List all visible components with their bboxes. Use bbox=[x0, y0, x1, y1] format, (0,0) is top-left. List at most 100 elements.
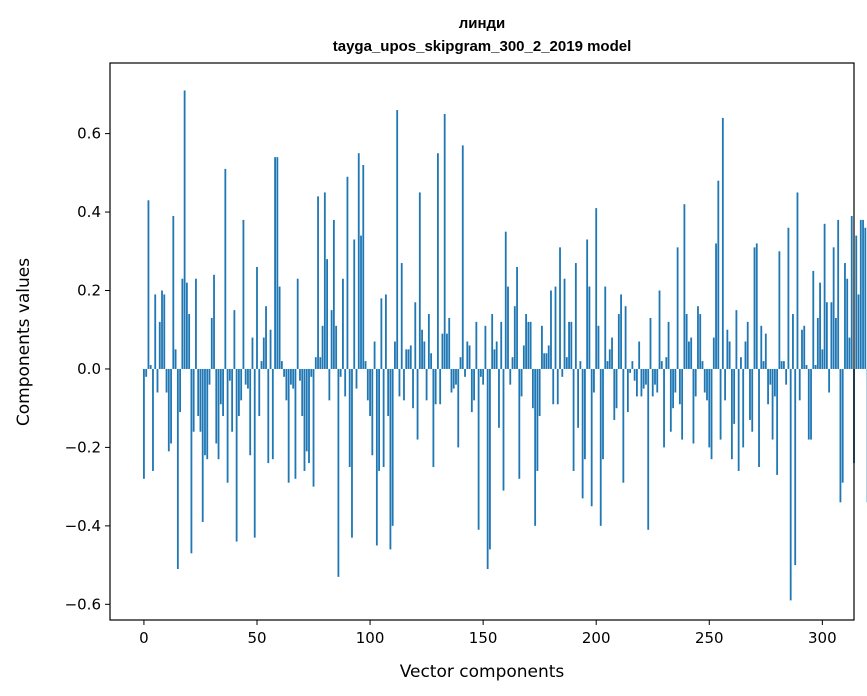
bar-65 bbox=[290, 368, 292, 385]
bar-21 bbox=[190, 368, 193, 554]
bar-317 bbox=[859, 219, 862, 369]
bar-84 bbox=[332, 219, 335, 369]
bar-73 bbox=[308, 368, 310, 464]
bar-274 bbox=[762, 361, 765, 369]
bar-69 bbox=[299, 368, 301, 381]
bar-284 bbox=[785, 368, 788, 385]
bar-110 bbox=[391, 368, 394, 526]
bar-228 bbox=[658, 290, 661, 369]
bar-315 bbox=[855, 235, 858, 369]
bar-189 bbox=[570, 321, 573, 369]
bar-112 bbox=[396, 110, 399, 369]
bar-72 bbox=[305, 368, 308, 452]
bar-248 bbox=[703, 368, 706, 393]
y-axis-ticks: −0.6 −0.4 −0.2 0.0 0.2 0.4 0.6 bbox=[65, 125, 110, 613]
bar-277 bbox=[769, 368, 772, 385]
bar-164 bbox=[513, 306, 516, 369]
bar-109 bbox=[389, 368, 392, 550]
bar-5 bbox=[154, 294, 157, 369]
bar-171 bbox=[529, 321, 532, 369]
bar-196 bbox=[586, 239, 589, 369]
bar-105 bbox=[380, 298, 383, 369]
bar-285 bbox=[787, 227, 790, 369]
bar-246 bbox=[699, 314, 702, 369]
bar-8 bbox=[161, 290, 163, 369]
x-tick-label: 150 bbox=[469, 629, 498, 647]
bar-179 bbox=[547, 345, 550, 369]
bar-255 bbox=[719, 368, 722, 440]
bar-201 bbox=[597, 325, 600, 369]
bar-316 bbox=[857, 294, 860, 369]
bar-11 bbox=[167, 368, 170, 452]
bar-289 bbox=[796, 192, 799, 369]
bar-198 bbox=[590, 368, 593, 507]
bar-258 bbox=[726, 329, 729, 369]
bar-223 bbox=[647, 368, 650, 530]
bar-118 bbox=[409, 345, 412, 369]
bar-63 bbox=[285, 368, 288, 401]
bar-59 bbox=[276, 157, 279, 369]
bar-86 bbox=[337, 368, 340, 577]
bar-173 bbox=[534, 368, 537, 526]
bar-97 bbox=[362, 164, 365, 369]
bar-125 bbox=[425, 368, 428, 401]
bar-311 bbox=[846, 278, 849, 369]
bar-203 bbox=[602, 368, 604, 460]
bar-177 bbox=[543, 353, 546, 369]
bar-271 bbox=[755, 243, 758, 369]
bar-275 bbox=[764, 333, 767, 369]
bar-180 bbox=[550, 290, 552, 369]
bar-224 bbox=[649, 317, 652, 369]
y-axis-label: Components values bbox=[14, 258, 34, 426]
bar-138 bbox=[455, 368, 457, 385]
x-tick-label: 0 bbox=[139, 629, 149, 647]
bar-306 bbox=[835, 317, 837, 369]
bar-239 bbox=[683, 204, 686, 369]
bar-154 bbox=[491, 314, 494, 369]
bar-62 bbox=[283, 368, 286, 377]
bar-174 bbox=[536, 368, 539, 471]
bar-241 bbox=[688, 341, 690, 369]
bar-252 bbox=[712, 337, 715, 369]
bar-187 bbox=[565, 357, 568, 369]
bar-42 bbox=[238, 368, 240, 417]
bar-146 bbox=[473, 368, 475, 401]
bar-139 bbox=[457, 368, 460, 448]
bar-60 bbox=[278, 286, 281, 369]
bar-236 bbox=[676, 247, 679, 369]
bar-78 bbox=[319, 357, 322, 369]
bar-29 bbox=[208, 368, 211, 385]
bar-230 bbox=[663, 368, 665, 448]
bar-14 bbox=[174, 349, 177, 369]
bar-1 bbox=[145, 368, 148, 377]
bar-276 bbox=[767, 368, 769, 405]
bar-61 bbox=[280, 361, 283, 369]
bar-101 bbox=[371, 368, 374, 456]
bar-172 bbox=[531, 368, 534, 409]
bar-210 bbox=[617, 314, 620, 369]
bar-89 bbox=[344, 368, 347, 397]
bar-41 bbox=[235, 368, 238, 542]
bar-129 bbox=[434, 368, 437, 405]
bar-304 bbox=[830, 302, 833, 369]
bar-18 bbox=[183, 90, 186, 369]
bar-214 bbox=[626, 368, 629, 413]
bar-249 bbox=[706, 368, 708, 401]
bar-30 bbox=[210, 317, 213, 369]
bar-75 bbox=[312, 368, 315, 487]
bar-37 bbox=[226, 368, 229, 483]
bar-194 bbox=[581, 368, 584, 499]
bar-312 bbox=[848, 337, 851, 369]
bar-296 bbox=[812, 270, 815, 369]
chart-title-line-1: линди bbox=[459, 15, 506, 32]
bar-184 bbox=[559, 247, 561, 369]
bar-142 bbox=[464, 368, 466, 377]
bar-16 bbox=[179, 368, 182, 413]
bar-70 bbox=[301, 368, 304, 417]
bar-283 bbox=[782, 361, 785, 369]
bar-166 bbox=[518, 368, 521, 479]
bar-47 bbox=[249, 368, 252, 456]
bar-155 bbox=[493, 349, 496, 369]
bar-257 bbox=[724, 368, 727, 401]
